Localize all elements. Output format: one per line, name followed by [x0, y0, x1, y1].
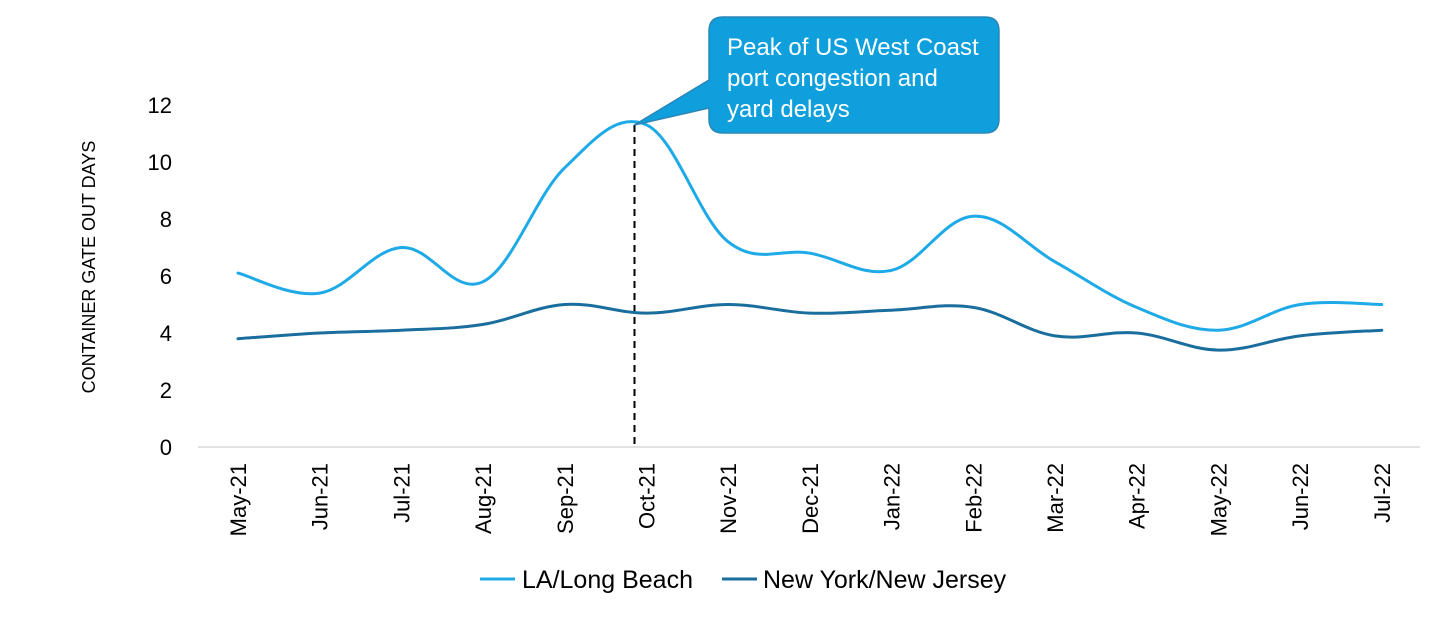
- x-tick-label: Feb-22: [961, 463, 986, 533]
- x-tick-label: Sep-21: [553, 463, 578, 534]
- y-axis-label: CONTAINER GATE OUT DAYS: [79, 141, 99, 394]
- legend: LA/Long Beach New York/New Jersey: [480, 566, 1007, 594]
- x-tick-label: May-22: [1206, 463, 1231, 536]
- y-tick-label: 4: [160, 321, 172, 346]
- annotation-text-line: port congestion and: [727, 65, 938, 92]
- y-axis-ticks: 0 2 4 6 8 10 12: [148, 93, 172, 460]
- x-tick-label: May-21: [226, 463, 251, 536]
- y-tick-label: 8: [160, 207, 172, 232]
- x-tick-label: Oct-21: [635, 463, 660, 529]
- y-tick-label: 10: [148, 150, 172, 175]
- series-lines: [236, 119, 1384, 352]
- legend-label-la-long-beach: LA/Long Beach: [522, 566, 693, 594]
- annotation-text-line: yard delays: [727, 96, 850, 123]
- x-tick-label: Aug-21: [471, 463, 496, 534]
- x-tick-label: Nov-21: [716, 463, 741, 534]
- x-tick-label: Apr-22: [1125, 463, 1150, 529]
- x-tick-label: Mar-22: [1043, 463, 1068, 533]
- y-tick-label: 6: [160, 264, 172, 289]
- x-tick-label: Jun-22: [1288, 463, 1313, 530]
- series-line-new-york-new-jersey: [236, 302, 1384, 352]
- y-tick-label: 0: [160, 435, 172, 460]
- annotation-text-line: Peak of US West Coast: [727, 34, 979, 61]
- x-tick-label: Jul-22: [1370, 463, 1395, 523]
- annotation-callout-box: [634, 16, 1000, 134]
- x-axis-ticks: May-21 Jun-21 Jul-21 Aug-21 Sep-21 Oct-21 Nov-…: [226, 463, 1395, 536]
- legend-label-new-york-new-jersey: New York/New Jersey: [763, 566, 1007, 594]
- x-tick-label: Jun-21: [308, 463, 333, 530]
- x-tick-label: Dec-21: [798, 463, 823, 534]
- series-line-la-long-beach: [236, 119, 1384, 332]
- x-tick-label: Jan-22: [880, 463, 905, 530]
- y-tick-label: 12: [148, 93, 172, 118]
- x-tick-label: Jul-21: [389, 463, 414, 523]
- y-tick-label: 2: [160, 378, 172, 403]
- peak-annotation-callout: Peak of US West Coast port congestion an…: [634, 16, 1000, 134]
